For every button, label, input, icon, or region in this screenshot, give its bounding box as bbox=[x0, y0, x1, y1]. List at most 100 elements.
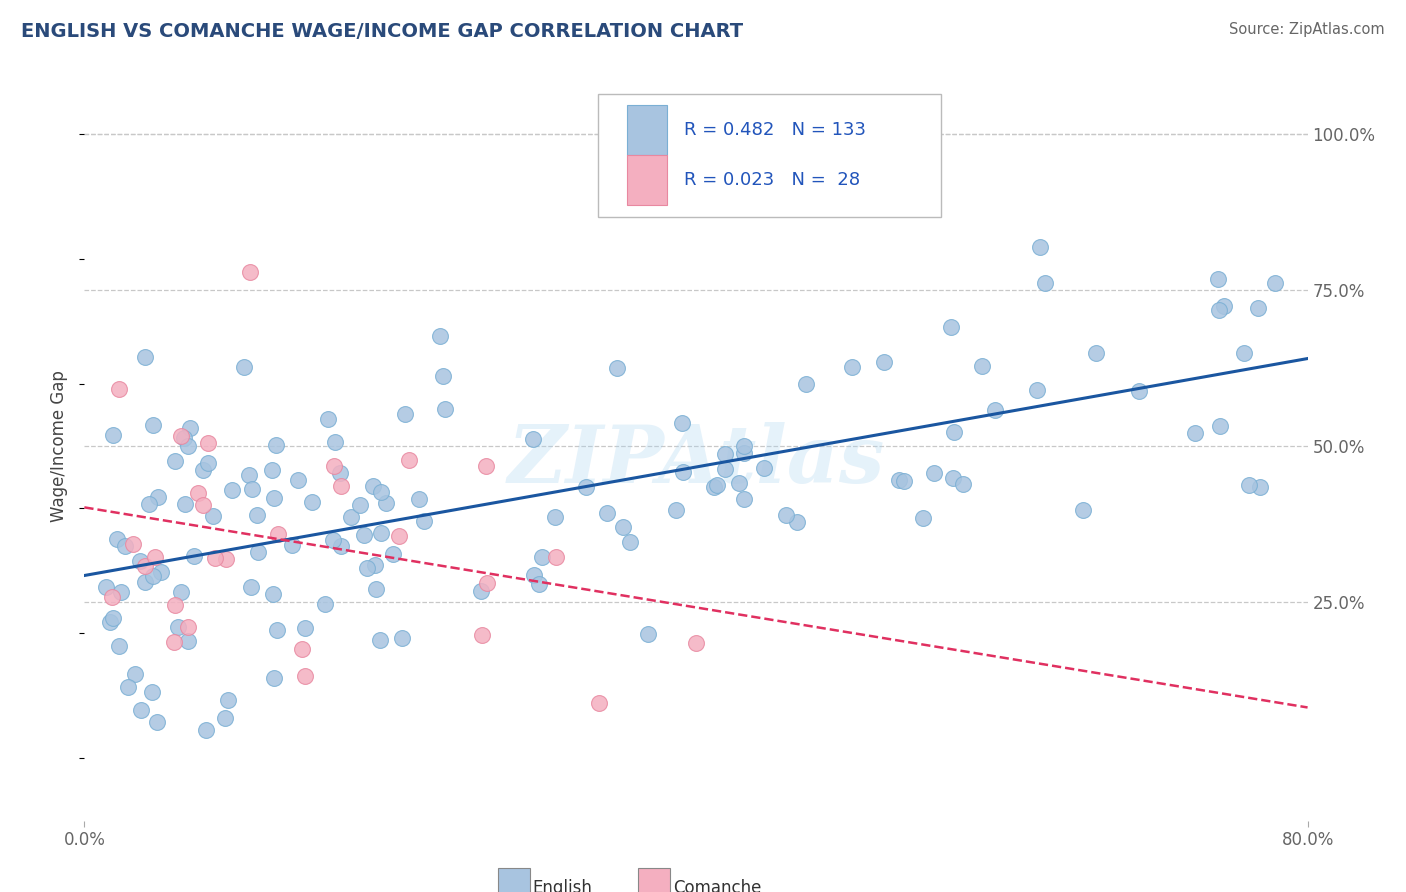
Point bbox=[370, 526, 392, 541]
Point bbox=[260, 462, 283, 476]
Point bbox=[163, 634, 186, 648]
Point bbox=[163, 598, 186, 612]
Point bbox=[349, 498, 371, 512]
Point bbox=[121, 536, 143, 550]
Point bbox=[733, 446, 755, 460]
FancyBboxPatch shape bbox=[638, 868, 671, 892]
Point bbox=[364, 558, 387, 573]
Point bbox=[264, 438, 287, 452]
Point bbox=[187, 485, 209, 500]
Point bbox=[952, 476, 974, 491]
Point bbox=[266, 527, 288, 541]
Point bbox=[197, 436, 219, 450]
Point bbox=[1206, 272, 1229, 286]
Point bbox=[1026, 384, 1049, 398]
Point bbox=[215, 552, 238, 566]
Point bbox=[606, 361, 628, 376]
Point bbox=[150, 565, 173, 579]
Point bbox=[1208, 419, 1230, 434]
Point bbox=[239, 580, 262, 594]
Point bbox=[107, 639, 129, 653]
Point bbox=[145, 714, 167, 729]
Point bbox=[728, 475, 751, 490]
Point bbox=[98, 615, 121, 629]
Point bbox=[238, 468, 260, 483]
Point bbox=[375, 496, 398, 510]
Point bbox=[873, 354, 896, 368]
FancyBboxPatch shape bbox=[498, 868, 530, 892]
Point bbox=[530, 549, 553, 564]
Point bbox=[983, 403, 1005, 417]
Point bbox=[94, 581, 117, 595]
Point bbox=[1085, 346, 1108, 360]
Point bbox=[169, 429, 191, 443]
Point bbox=[329, 466, 352, 480]
Point bbox=[1128, 384, 1150, 398]
Point bbox=[134, 574, 156, 589]
Point bbox=[1029, 240, 1052, 254]
Point bbox=[588, 696, 610, 710]
Point bbox=[291, 641, 314, 656]
Point bbox=[381, 547, 404, 561]
Point bbox=[671, 416, 693, 430]
Point bbox=[294, 621, 316, 635]
Point bbox=[240, 482, 263, 496]
Point bbox=[294, 668, 316, 682]
Point bbox=[398, 452, 420, 467]
Point bbox=[247, 545, 270, 559]
Point bbox=[1249, 480, 1271, 494]
Point bbox=[889, 473, 911, 487]
Point bbox=[134, 558, 156, 573]
Point bbox=[637, 627, 659, 641]
Point bbox=[143, 550, 166, 565]
Point bbox=[471, 628, 494, 642]
Text: ZIPAtlas: ZIPAtlas bbox=[508, 422, 884, 500]
Point bbox=[177, 620, 200, 634]
Point bbox=[942, 471, 965, 485]
FancyBboxPatch shape bbox=[627, 155, 666, 205]
Point bbox=[301, 494, 323, 508]
Point bbox=[195, 723, 218, 737]
Point bbox=[322, 533, 344, 548]
Point bbox=[167, 620, 190, 634]
Point bbox=[432, 368, 454, 383]
Point bbox=[197, 457, 219, 471]
Point bbox=[391, 631, 413, 645]
FancyBboxPatch shape bbox=[627, 105, 666, 154]
Point bbox=[596, 506, 619, 520]
Point bbox=[475, 459, 498, 474]
Point bbox=[434, 401, 457, 416]
Point bbox=[1264, 276, 1286, 290]
Point bbox=[543, 509, 565, 524]
Point bbox=[1071, 503, 1094, 517]
Point bbox=[368, 632, 391, 647]
Point bbox=[388, 529, 411, 543]
Point bbox=[281, 538, 304, 552]
Point bbox=[523, 567, 546, 582]
Point bbox=[470, 584, 492, 599]
Point bbox=[706, 478, 728, 492]
Point bbox=[141, 684, 163, 698]
Point bbox=[173, 431, 195, 445]
Point bbox=[685, 636, 707, 650]
Point bbox=[970, 359, 993, 374]
Point bbox=[408, 492, 430, 507]
Point bbox=[177, 633, 200, 648]
Point bbox=[110, 584, 132, 599]
Point bbox=[221, 483, 243, 497]
Point bbox=[924, 467, 946, 481]
Point bbox=[146, 490, 169, 504]
Point bbox=[183, 549, 205, 563]
Point bbox=[246, 508, 269, 522]
Point bbox=[942, 425, 965, 440]
Text: Source: ZipAtlas.com: Source: ZipAtlas.com bbox=[1229, 22, 1385, 37]
Point bbox=[413, 514, 436, 528]
Point bbox=[475, 576, 498, 591]
Point bbox=[733, 491, 755, 506]
Point bbox=[786, 515, 808, 529]
Y-axis label: Wage/Income Gap: Wage/Income Gap bbox=[51, 370, 69, 522]
Point bbox=[100, 590, 122, 604]
Point bbox=[177, 439, 200, 453]
Text: R = 0.023   N =  28: R = 0.023 N = 28 bbox=[683, 171, 860, 189]
Point bbox=[841, 359, 863, 374]
